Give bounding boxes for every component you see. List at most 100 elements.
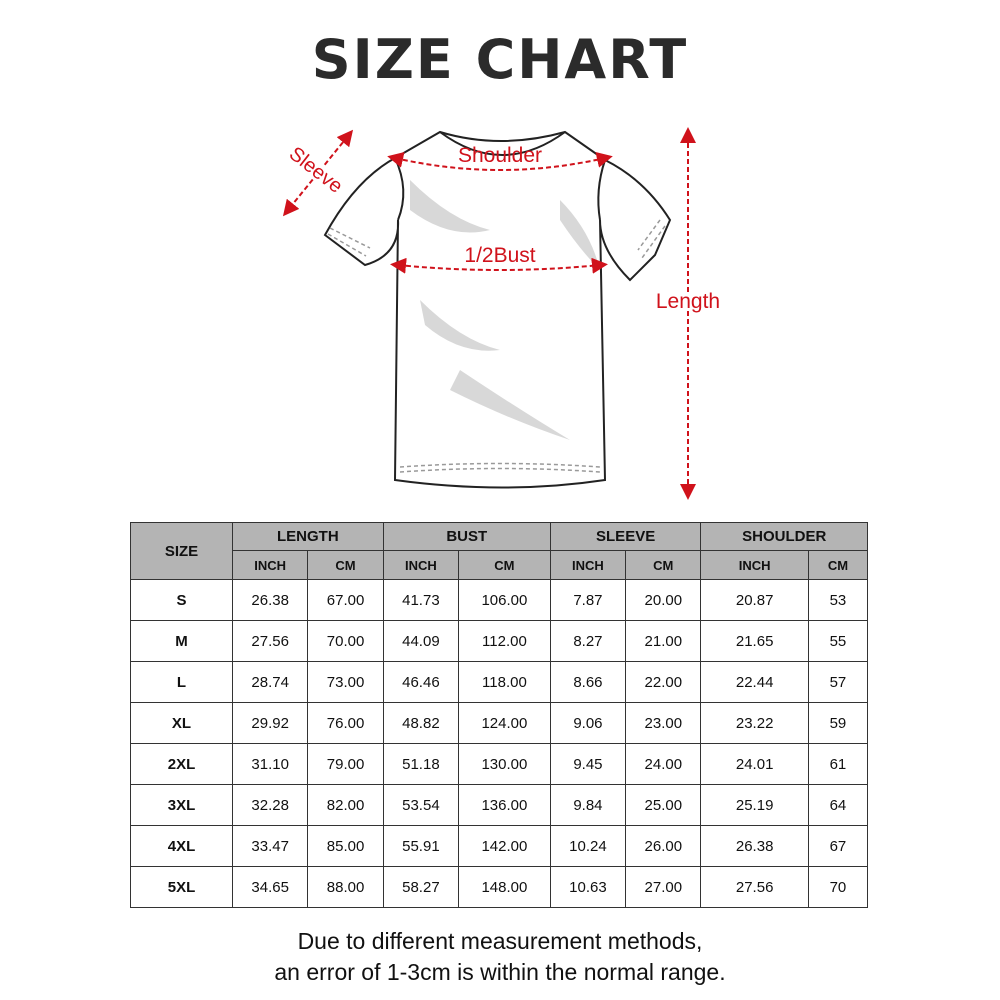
value-cell: 21.00 [625,620,702,662]
table-row: XL 29.92 76.00 48.82 124.00 9.06 23.00 23.22 59 [130,702,869,744]
value-cell: 26.00 [625,825,702,867]
value-cell: 21.65 [700,620,809,662]
size-table: SIZE LENGTH BUST SLEEVE SHOULDER INCH CM I… [130,522,869,908]
value-cell: 53.54 [382,784,460,826]
length-label: Length [656,290,720,313]
table-row: S 26.38 67.00 41.73 106.00 7.87 20.00 20.87 53 [130,579,869,621]
value-cell: 22.00 [625,661,702,703]
measurement-note: Due to different measurement methods, an… [0,926,1000,988]
tshirt-diagram: Shoulder 1/2Bust Length Sleeve [282,127,723,500]
value-cell: 8.66 [549,661,627,703]
group-header-length: LENGTH [232,522,384,551]
note-line-2: an error of 1-3cm is within the normal r… [274,959,726,985]
value-cell: 82.00 [307,784,384,826]
value-cell: 27.00 [625,866,702,908]
group-header-sleeve: SLEEVE [549,522,702,551]
table-row: L 28.74 73.00 46.46 118.00 8.66 22.00 22.44 57 [130,661,869,703]
unit-header: INCH [231,550,309,580]
value-cell: 27.56 [231,620,309,662]
unit-header: CM [625,550,702,580]
value-cell: 41.73 [382,579,460,621]
value-cell: 55 [807,620,869,662]
value-cell: 55.91 [382,825,460,867]
table-row: 4XL 33.47 85.00 55.91 142.00 10.24 26.00 26.38 6… [130,825,869,867]
value-cell: 22.44 [700,661,809,703]
value-cell: 24.01 [700,743,809,785]
value-cell: 76.00 [307,702,384,744]
value-cell: 112.00 [458,620,551,662]
value-cell: 67.00 [307,579,384,621]
value-cell: 142.00 [458,825,551,867]
shoulder-label: Shoulder [458,144,542,167]
value-cell: 70.00 [307,620,384,662]
value-cell: 136.00 [458,784,551,826]
value-cell: 124.00 [458,702,551,744]
value-cell: 85.00 [307,825,384,867]
size-cell: XL [130,702,233,744]
value-cell: 20.87 [700,579,809,621]
value-cell: 29.92 [231,702,309,744]
unit-header: INCH [549,550,627,580]
value-cell: 48.82 [382,702,460,744]
bust-label: 1/2Bust [464,244,535,267]
unit-header: INCH [700,550,809,580]
value-cell: 148.00 [458,866,551,908]
size-cell: S [130,579,233,621]
value-cell: 70 [807,866,869,908]
value-cell: 31.10 [231,743,309,785]
value-cell: 9.45 [549,743,627,785]
value-cell: 53 [807,579,869,621]
unit-header: CM [458,550,551,580]
note-line-1: Due to different measurement methods, [297,928,703,954]
value-cell: 73.00 [307,661,384,703]
size-cell: 4XL [130,825,233,867]
group-header-bust: BUST [382,522,551,551]
value-cell: 27.56 [700,866,809,908]
size-cell: 3XL [130,784,233,826]
value-cell: 28.74 [231,661,309,703]
table-row: 5XL 34.65 88.00 58.27 148.00 10.63 27.00 27.56 7… [130,866,869,908]
value-cell: 10.24 [549,825,627,867]
value-cell: 23.22 [700,702,809,744]
value-cell: 20.00 [625,579,702,621]
value-cell: 130.00 [458,743,551,785]
unit-header: CM [307,550,384,580]
value-cell: 88.00 [307,866,384,908]
tshirt-outline [323,130,672,489]
page-title: SIZE CHART [311,28,689,91]
table-row: M 27.56 70.00 44.09 112.00 8.27 21.00 21.65 55 [130,620,869,662]
size-cell: 2XL [130,743,233,785]
unit-header: INCH [382,550,460,580]
size-cell: 5XL [130,866,233,908]
value-cell: 23.00 [625,702,702,744]
value-cell: 26.38 [231,579,309,621]
unit-header: CM [807,550,869,580]
value-cell: 106.00 [458,579,551,621]
value-cell: 64 [807,784,869,826]
value-cell: 67 [807,825,869,867]
value-cell: 9.84 [549,784,627,826]
value-cell: 46.46 [382,661,460,703]
value-cell: 8.27 [549,620,627,662]
group-header-shoulder: SHOULDER [700,522,868,551]
value-cell: 79.00 [307,743,384,785]
sleeve-label: Sleeve [285,143,347,198]
value-cell: 61 [807,743,869,785]
value-cell: 44.09 [382,620,460,662]
value-cell: 33.47 [231,825,309,867]
size-header: SIZE [130,522,233,580]
value-cell: 24.00 [625,743,702,785]
value-cell: 58.27 [382,866,460,908]
value-cell: 26.38 [700,825,809,867]
table-row: 3XL 32.28 82.00 53.54 136.00 9.84 25.00 25.19 64 [130,784,869,826]
value-cell: 10.63 [549,866,627,908]
value-cell: 25.00 [625,784,702,826]
value-cell: 7.87 [549,579,627,621]
value-cell: 9.06 [549,702,627,744]
measurement-arrows [282,127,696,500]
value-cell: 34.65 [231,866,309,908]
value-cell: 59 [807,702,869,744]
table-row: 2XL 31.10 79.00 51.18 130.00 9.45 24.00 24.01 61 [130,743,869,785]
value-cell: 51.18 [382,743,460,785]
value-cell: 32.28 [231,784,309,826]
